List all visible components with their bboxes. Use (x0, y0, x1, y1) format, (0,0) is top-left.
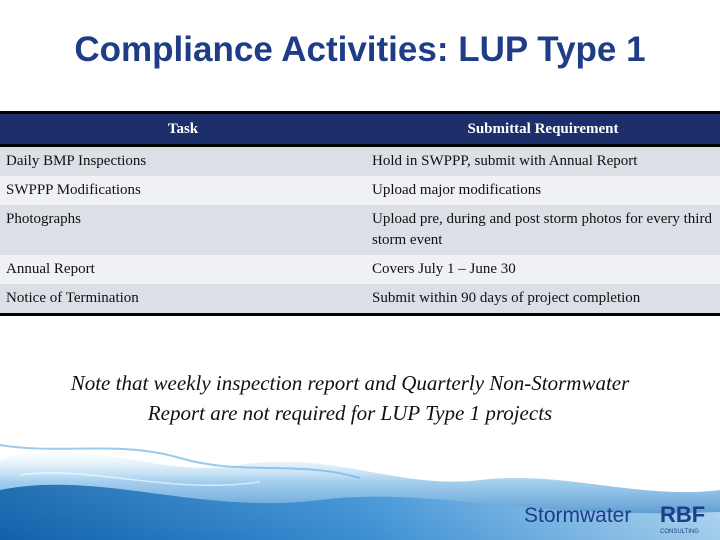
task-cell: SWPPP Modifications (0, 176, 366, 205)
table-row: Annual Report Covers July 1 – June 30 (0, 255, 720, 284)
rbf-logo-icon: RBF CONSULTING (660, 502, 705, 535)
task-cell: Annual Report (0, 255, 366, 284)
stormwater-label: Stormwater (524, 504, 632, 527)
header-submittal-requirement: Submittal Requirement (366, 111, 720, 147)
rbf-logo-subtext: CONSULTING (660, 529, 699, 535)
compliance-table: Task Submittal Requirement Daily BMP Ins… (0, 111, 720, 316)
task-cell: Photographs (0, 205, 366, 255)
header-task: Task (0, 111, 366, 147)
table-row: Photographs Upload pre, during and post … (0, 205, 720, 255)
table-row: Notice of Termination Submit within 90 d… (0, 284, 720, 316)
requirement-cell: Upload pre, during and post storm photos… (366, 205, 720, 255)
requirement-cell: Hold in SWPPP, submit with Annual Report (366, 145, 720, 176)
rbf-logo-text: RBF (660, 502, 705, 527)
water-splash-image (0, 444, 720, 540)
requirement-cell: Covers July 1 – June 30 (366, 255, 720, 284)
requirement-cell: Upload major modifications (366, 176, 720, 205)
table-row: SWPPP Modifications Upload major modific… (0, 176, 720, 205)
requirement-cell: Submit within 90 days of project complet… (366, 284, 720, 316)
table-row: Daily BMP Inspections Hold in SWPPP, sub… (0, 145, 720, 176)
task-cell: Daily BMP Inspections (0, 145, 366, 176)
table-header-row: Task Submittal Requirement (0, 111, 720, 147)
slide-title: Compliance Activities: LUP Type 1 (74, 30, 646, 69)
note-text: Note that weekly inspection report and Q… (70, 371, 630, 425)
task-cell: Notice of Termination (0, 284, 366, 316)
